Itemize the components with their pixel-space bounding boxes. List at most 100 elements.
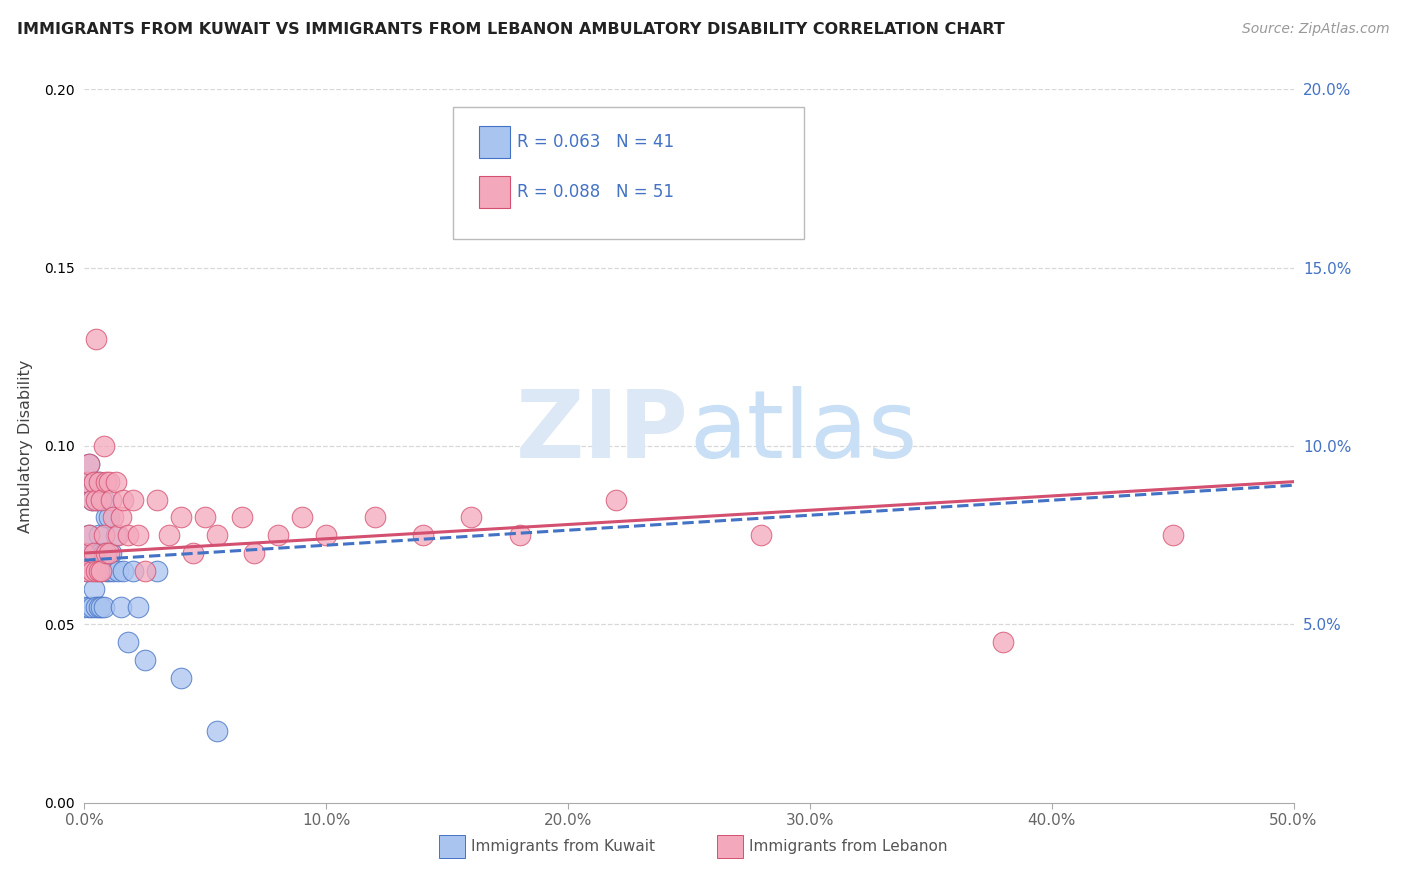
Point (94, 564, 117, 578)
Point (107, 528, 129, 542)
Point (100, 546, 122, 560)
Point (267, 528, 290, 542)
Point (104, 475, 127, 489)
Point (117, 635, 139, 649)
Point (73, 546, 96, 560)
Point (207, 724, 229, 739)
Point (77, 457, 100, 471)
Point (90, 564, 112, 578)
Y-axis label: Ambulatory Disability: Ambulatory Disability (18, 359, 32, 533)
Point (993, 635, 1015, 649)
Point (146, 564, 169, 578)
Point (134, 653, 156, 667)
Point (87, 528, 110, 542)
Point (76, 475, 98, 489)
Point (87, 564, 110, 578)
Point (94, 546, 117, 560)
Point (77, 599, 100, 614)
Point (146, 492, 169, 507)
Point (86, 492, 108, 507)
Text: Immigrants from Kuwait: Immigrants from Kuwait (471, 838, 655, 854)
Point (86, 564, 108, 578)
Point (83, 475, 105, 489)
Point (127, 528, 149, 542)
Point (121, 492, 143, 507)
Point (83, 546, 105, 560)
Point (110, 599, 132, 614)
Point (87, 599, 110, 614)
Point (121, 564, 143, 578)
Point (87, 475, 110, 489)
FancyBboxPatch shape (478, 176, 510, 209)
Point (104, 528, 127, 542)
Point (97, 510, 120, 524)
Point (76, 564, 98, 578)
Point (94, 475, 117, 489)
Point (77, 528, 100, 542)
Point (315, 528, 337, 542)
Text: R = 0.088   N = 51: R = 0.088 N = 51 (517, 183, 675, 201)
Point (76, 475, 98, 489)
Point (170, 510, 193, 524)
Point (90, 599, 112, 614)
Point (93, 528, 115, 542)
Point (605, 492, 627, 507)
FancyBboxPatch shape (717, 835, 744, 858)
Text: atlas: atlas (689, 385, 917, 478)
Text: IMMIGRANTS FROM KUWAIT VS IMMIGRANTS FROM LEBANON AMBULATORY DISABILITY CORRELAT: IMMIGRANTS FROM KUWAIT VS IMMIGRANTS FRO… (17, 22, 1005, 37)
Text: ZIP: ZIP (516, 385, 689, 478)
Point (83, 582, 105, 596)
Text: R = 0.063   N = 41: R = 0.063 N = 41 (517, 133, 675, 151)
Point (460, 510, 482, 524)
Point (103, 510, 125, 524)
Point (170, 671, 193, 685)
Point (112, 564, 135, 578)
Point (73, 546, 96, 560)
Point (93, 439, 115, 453)
Point (207, 528, 229, 542)
Point (291, 510, 314, 524)
Point (242, 546, 264, 560)
Point (194, 510, 217, 524)
Point (107, 564, 129, 578)
Point (412, 528, 434, 542)
FancyBboxPatch shape (439, 835, 465, 858)
Point (127, 599, 149, 614)
Point (117, 528, 139, 542)
Point (97, 475, 120, 489)
Point (97, 564, 120, 578)
Point (86, 332, 108, 346)
FancyBboxPatch shape (453, 107, 804, 239)
FancyBboxPatch shape (478, 126, 510, 159)
Point (87, 475, 110, 489)
Point (94, 510, 117, 524)
Point (93, 492, 115, 507)
Point (97, 546, 120, 560)
Point (86, 546, 108, 560)
Point (100, 492, 122, 507)
Point (90, 546, 112, 560)
Point (80, 492, 103, 507)
Point (77, 457, 100, 471)
Point (80, 564, 103, 578)
Point (80, 599, 103, 614)
Point (1161, 528, 1184, 542)
Point (90, 492, 112, 507)
Point (73, 599, 96, 614)
Point (231, 510, 253, 524)
Point (157, 528, 180, 542)
Point (134, 564, 156, 578)
Point (77, 528, 100, 542)
Point (86, 492, 108, 507)
Point (112, 492, 135, 507)
Point (93, 546, 115, 560)
Point (90, 492, 112, 507)
Text: Immigrants from Lebanon: Immigrants from Lebanon (749, 838, 948, 854)
Point (363, 510, 385, 524)
Point (93, 599, 115, 614)
Point (80, 546, 103, 560)
Point (76, 564, 98, 578)
Point (181, 546, 204, 560)
Point (509, 528, 531, 542)
Point (83, 475, 105, 489)
